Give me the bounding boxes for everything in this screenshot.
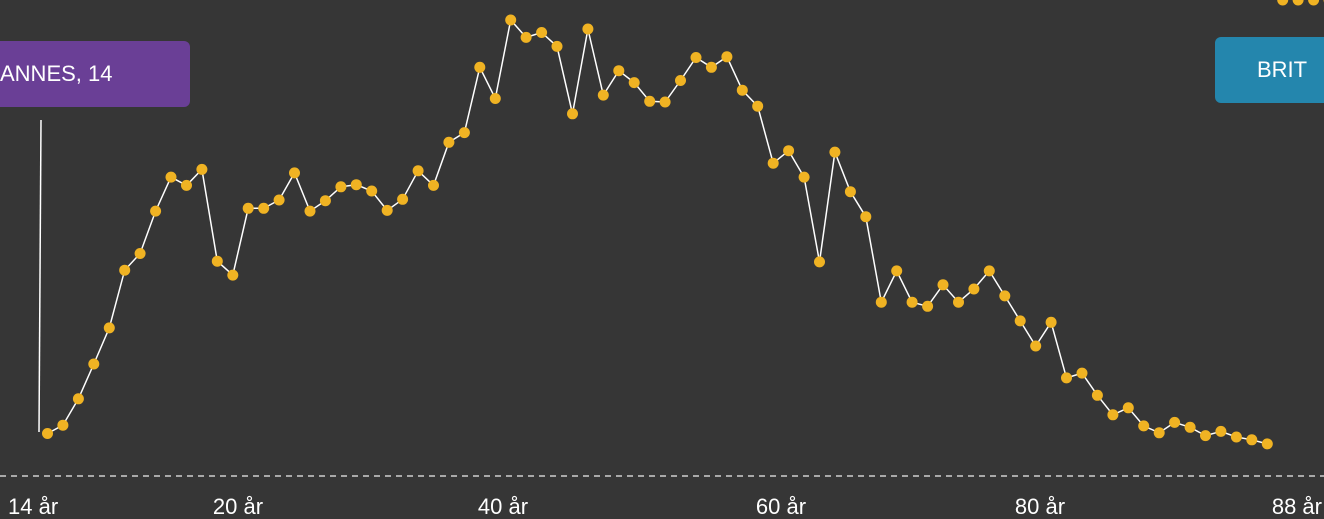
right-person-tag[interactable]: BRIT	[1215, 37, 1324, 103]
data-point[interactable]	[597, 89, 609, 101]
data-point[interactable]	[1184, 421, 1196, 433]
data-point[interactable]	[1091, 389, 1103, 401]
data-point[interactable]	[891, 265, 903, 277]
data-point[interactable]	[1169, 416, 1181, 428]
data-point[interactable]	[1030, 340, 1042, 352]
data-point[interactable]	[42, 428, 53, 439]
data-point[interactable]	[567, 108, 578, 120]
data-point[interactable]	[319, 195, 331, 207]
data-point[interactable]	[829, 146, 841, 158]
data-point[interactable]	[844, 186, 856, 198]
data-point[interactable]	[350, 179, 362, 191]
data-point[interactable]	[1061, 372, 1072, 384]
data-point[interactable]	[659, 96, 671, 108]
data-point[interactable]	[582, 23, 594, 35]
data-point[interactable]	[458, 127, 470, 139]
data-point[interactable]	[103, 322, 115, 334]
left-person-tag[interactable]: ANNES, 14	[0, 41, 190, 107]
data-point[interactable]	[736, 84, 748, 96]
data-point[interactable]	[860, 211, 872, 223]
data-point[interactable]	[366, 185, 378, 197]
data-point[interactable]	[443, 136, 455, 148]
data-point[interactable]	[983, 265, 995, 277]
data-point[interactable]	[88, 358, 100, 370]
data-point[interactable]	[690, 52, 702, 63]
series-group	[42, 0, 1324, 450]
data-point[interactable]	[752, 100, 764, 112]
data-point[interactable]	[675, 75, 686, 86]
data-point[interactable]	[1261, 438, 1273, 450]
data-point[interactable]	[474, 61, 486, 73]
data-point[interactable]	[1230, 431, 1242, 443]
data-point[interactable]	[489, 93, 501, 104]
data-point[interactable]	[1246, 434, 1258, 446]
data-point[interactable]	[150, 205, 162, 217]
data-point[interactable]	[227, 269, 239, 281]
data-point[interactable]	[1138, 420, 1150, 432]
data-point[interactable]	[428, 179, 439, 191]
data-point[interactable]	[134, 248, 146, 259]
data-point[interactable]	[968, 283, 980, 295]
data-point[interactable]	[922, 300, 934, 312]
data-point[interactable]	[906, 296, 918, 308]
data-point[interactable]	[644, 95, 656, 107]
data-point[interactable]	[1014, 315, 1026, 327]
data-point[interactable]	[1200, 430, 1211, 442]
data-point[interactable]	[304, 205, 316, 217]
data-point[interactable]	[165, 171, 177, 183]
series-line	[47, 18, 1268, 445]
data-point[interactable]	[1045, 316, 1057, 328]
data-point[interactable]	[505, 14, 517, 26]
data-point[interactable]	[953, 296, 964, 308]
data-point[interactable]	[520, 31, 532, 43]
data-point[interactable]	[628, 77, 640, 89]
data-point[interactable]	[551, 40, 563, 52]
data-point[interactable]	[397, 193, 409, 205]
data-point[interactable]	[57, 419, 69, 431]
data-point[interactable]	[783, 145, 795, 157]
data-point[interactable]	[181, 179, 192, 191]
data-point[interactable]	[1107, 409, 1119, 421]
data-point[interactable]	[937, 279, 949, 291]
data-point[interactable]	[242, 202, 254, 214]
data-point[interactable]	[875, 296, 887, 308]
data-point[interactable]	[1076, 367, 1088, 379]
data-point[interactable]	[613, 65, 625, 77]
left-marker-line	[38, 119, 42, 433]
data-point[interactable]	[705, 61, 717, 73]
x-axis-tick-labels: 14 år 20 år 40 år 60 år 80 år 88 år	[8, 494, 1322, 519]
data-point[interactable]	[381, 204, 393, 216]
data-point[interactable]	[211, 255, 223, 267]
data-point[interactable]	[289, 167, 300, 179]
data-point[interactable]	[1292, 0, 1304, 6]
data-point[interactable]	[536, 27, 548, 38]
data-point[interactable]	[196, 163, 208, 175]
x-tick-label: 40 år	[478, 494, 528, 519]
data-point[interactable]	[119, 264, 131, 276]
data-point[interactable]	[767, 157, 779, 169]
data-point[interactable]	[258, 202, 270, 214]
data-point[interactable]	[798, 171, 810, 183]
data-point[interactable]	[273, 194, 285, 206]
data-point[interactable]	[412, 165, 424, 177]
data-point[interactable]	[1153, 427, 1165, 439]
x-tick-label: 14 år	[8, 494, 58, 519]
x-tick-label: 20 år	[213, 494, 263, 519]
data-point[interactable]	[335, 181, 347, 193]
data-point[interactable]	[721, 51, 733, 63]
data-point[interactable]	[1122, 402, 1134, 414]
data-point[interactable]	[999, 290, 1011, 302]
x-tick-label: 80 år	[1015, 494, 1065, 519]
data-point[interactable]	[814, 256, 825, 268]
data-point[interactable]	[72, 393, 84, 405]
data-point[interactable]	[1308, 0, 1320, 6]
data-point[interactable]	[1215, 425, 1227, 437]
x-tick-label: 60 år	[756, 494, 806, 519]
x-tick-label: 88 år	[1272, 494, 1322, 519]
data-point[interactable]	[1277, 0, 1289, 6]
